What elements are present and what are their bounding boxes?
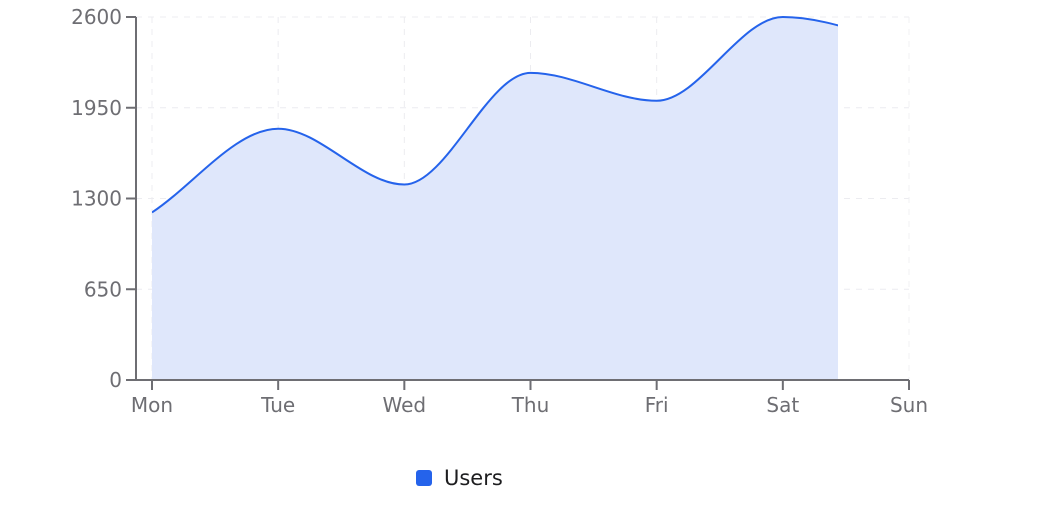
x-tick-label: Wed (383, 393, 427, 417)
y-tick-label: 1300 (71, 187, 122, 211)
x-tick-label: Thu (511, 393, 550, 417)
legend-label-users[interactable]: Users (444, 466, 503, 490)
area-fill-users (152, 17, 838, 380)
x-tick-label: Sun (890, 393, 928, 417)
x-tick-label: Tue (260, 393, 295, 417)
y-tick-label: 2600 (71, 5, 122, 29)
x-tick-label: Mon (131, 393, 173, 417)
x-tick-label: Fri (645, 393, 669, 417)
y-tick-label: 1950 (71, 96, 122, 120)
legend: Users (416, 466, 503, 490)
y-tick-label: 0 (109, 368, 122, 392)
line-users (152, 15, 838, 214)
legend-swatch-users[interactable] (416, 470, 432, 486)
x-tick-label: Sat (766, 393, 799, 417)
y-tick-label: 650 (84, 277, 122, 301)
